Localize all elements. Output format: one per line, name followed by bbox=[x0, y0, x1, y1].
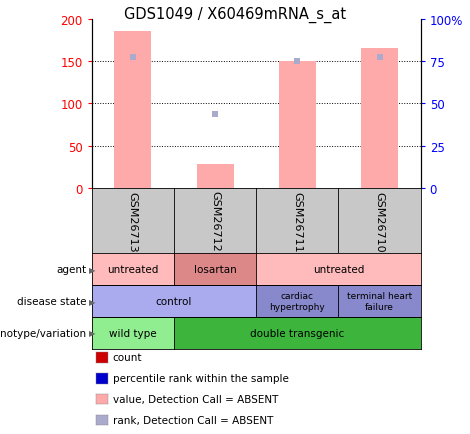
Bar bbox=[196, 165, 234, 189]
Text: ▶: ▶ bbox=[89, 329, 96, 338]
Text: ▶: ▶ bbox=[89, 265, 96, 274]
Text: value, Detection Call = ABSENT: value, Detection Call = ABSENT bbox=[113, 395, 278, 404]
Text: losartan: losartan bbox=[194, 265, 236, 275]
Text: wild type: wild type bbox=[109, 328, 157, 338]
Text: disease state: disease state bbox=[17, 296, 87, 306]
Text: count: count bbox=[113, 353, 142, 362]
Text: ▶: ▶ bbox=[89, 297, 96, 306]
Text: GSM26711: GSM26711 bbox=[292, 191, 302, 252]
Text: untreated: untreated bbox=[313, 265, 364, 275]
Bar bbox=[361, 49, 398, 189]
Text: agent: agent bbox=[57, 265, 87, 275]
Bar bbox=[114, 32, 151, 189]
Text: rank, Detection Call = ABSENT: rank, Detection Call = ABSENT bbox=[113, 415, 273, 425]
Bar bbox=[279, 62, 316, 189]
Text: cardiac
hypertrophy: cardiac hypertrophy bbox=[269, 292, 325, 311]
Text: GSM26713: GSM26713 bbox=[128, 191, 138, 252]
Text: GDS1049 / X60469mRNA_s_at: GDS1049 / X60469mRNA_s_at bbox=[124, 7, 346, 23]
Text: control: control bbox=[156, 296, 192, 306]
Text: untreated: untreated bbox=[107, 265, 158, 275]
Text: double transgenic: double transgenic bbox=[250, 328, 345, 338]
Text: terminal heart
failure: terminal heart failure bbox=[347, 292, 412, 311]
Text: GSM26712: GSM26712 bbox=[210, 191, 220, 252]
Text: percentile rank within the sample: percentile rank within the sample bbox=[113, 374, 289, 383]
Text: GSM26710: GSM26710 bbox=[375, 191, 384, 252]
Text: genotype/variation: genotype/variation bbox=[0, 328, 87, 338]
